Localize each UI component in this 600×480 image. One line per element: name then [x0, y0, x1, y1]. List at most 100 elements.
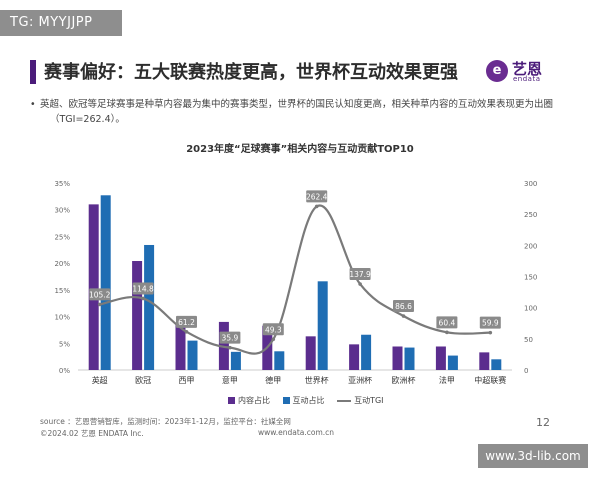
bar-interaction: [100, 195, 111, 370]
bar-content: [435, 346, 446, 370]
y-left-tick-label: 0%: [59, 367, 70, 375]
y-right-tick-label: 250: [524, 211, 537, 219]
y-right-tick-label: 0: [524, 367, 528, 375]
tgi-data-label: 262.4: [306, 192, 328, 201]
tgi-point: [445, 330, 449, 335]
legend-swatch-content: [228, 397, 235, 404]
y-left-tick-label: 20%: [54, 260, 70, 268]
legend-label-tgi: 互动TGI: [354, 396, 384, 405]
bar-interaction: [230, 351, 241, 370]
bar-interaction: [491, 359, 502, 370]
x-tick-label: 德甲: [265, 375, 281, 385]
y-right-tick-label: 50: [524, 336, 533, 344]
tgi-point: [141, 296, 145, 301]
chart-legend: 内容占比 互动占比 互动TGI: [228, 395, 394, 406]
x-tick-label: 法甲: [439, 375, 455, 385]
tgi-data-label: 105.2: [89, 290, 111, 299]
x-tick-label: 意甲: [222, 375, 238, 385]
footer-source: source ：艺恩营销智库，监测时间：2023年1-12月，监控平台：社媒全网: [40, 417, 291, 426]
tgi-data-label: 60.4: [439, 318, 456, 327]
legend-item-content: 内容占比: [228, 395, 270, 406]
tgi-point: [184, 330, 189, 334]
tgi-data-label: 59.9: [482, 319, 499, 328]
watermark-bottom-right: www.3d-lib.com: [478, 444, 588, 468]
page-number: 12: [536, 416, 550, 429]
watermark-top-left: TG: MYYJJPP: [0, 10, 122, 36]
x-tick-label: 西甲: [179, 376, 195, 385]
tgi-label-box: [262, 323, 284, 336]
tgi-line: [99, 204, 491, 355]
tgi-data-label: 114.8: [132, 284, 154, 293]
bar-interaction: [317, 281, 328, 370]
y-right-tick-label: 200: [524, 242, 537, 250]
footer-copyright: ©2024.02 艺恩 ENDATA Inc.: [40, 429, 144, 438]
x-tick-label: 中超联赛: [474, 375, 506, 385]
bar-interaction: [361, 334, 372, 370]
bar-interaction: [144, 244, 155, 370]
tgi-label-box: [132, 282, 154, 295]
bar-interaction: [404, 347, 415, 370]
bar-interaction: [274, 351, 285, 370]
legend-item-tgi: 互动TGI: [337, 395, 384, 406]
title-accent-bar: [30, 60, 36, 84]
bar-interaction: [447, 355, 458, 370]
tgi-point: [97, 302, 102, 307]
tgi-label-box: [219, 331, 241, 344]
y-left-tick-label: 5%: [59, 340, 70, 348]
tgi-data-label: 35.9: [222, 334, 239, 343]
bar-content: [88, 204, 99, 370]
tgi-point: [228, 345, 232, 350]
tgi-data-label: 137.9: [349, 270, 371, 279]
tgi-point: [314, 204, 319, 209]
tgi-label-box: [393, 300, 414, 313]
logo-text-en: endata: [513, 75, 541, 83]
y-left-tick-label: 25%: [54, 233, 70, 241]
tgi-label-box: [306, 190, 328, 203]
tgi-point: [401, 314, 406, 318]
tgi-point: [488, 330, 493, 335]
legend-swatch-tgi: [337, 399, 352, 402]
bar-content: [392, 346, 403, 370]
bar-content: [132, 261, 143, 370]
legend-label-interaction: 互动占比: [292, 396, 325, 405]
legend-item-interaction: 互动占比: [282, 395, 325, 406]
footer: source ：艺恩营销智库，监测时间：2023年1-12月，监控平台：社媒全网…: [40, 416, 291, 440]
legend-swatch-interaction: [282, 397, 290, 404]
endata-logo: e 艺恩 endata: [486, 58, 568, 84]
tgi-data-label: 49.3: [265, 325, 282, 334]
summary-line-1: 英超、欧冠等足球赛事是种草内容最为集中的赛事类型，世界杯的国民认知度更高，相关种…: [40, 99, 554, 110]
tgi-label-box: [436, 316, 458, 329]
footer-url: www.endata.com.cn: [258, 428, 335, 437]
tgi-data-label: 61.2: [178, 318, 195, 327]
tgi-label-box: [349, 268, 371, 281]
y-right-tick-label: 300: [524, 180, 537, 188]
legend-label-content: 内容占比: [238, 396, 270, 405]
x-tick-label: 亚洲杯: [348, 375, 372, 385]
bar-interaction: [187, 340, 198, 370]
y-left-tick-label: 10%: [54, 314, 70, 322]
tgi-data-label: 86.6: [395, 302, 412, 311]
x-tick-label: 世界杯: [305, 375, 329, 385]
logo-mark: e: [486, 60, 508, 82]
y-left-tick-label: 15%: [54, 287, 70, 295]
page-title: 赛事偏好：五大联赛热度更高，世界杯互动效果更强: [44, 62, 458, 83]
y-right-tick-label: 100: [524, 305, 537, 313]
bar-content: [175, 324, 186, 370]
tgi-label-box: [479, 316, 501, 329]
tgi-point: [358, 282, 362, 286]
summary-bullet: • 英超、欧冠等足球赛事是种草内容最为集中的赛事类型，世界杯的国民认知度更高，相…: [30, 97, 560, 127]
x-tick-label: 欧洲杯: [392, 375, 416, 385]
bar-content: [305, 336, 316, 370]
x-tick-label: 欧冠: [135, 375, 151, 385]
bar-content: [349, 344, 360, 370]
y-left-tick-label: 30%: [54, 207, 70, 215]
bullet-dot-icon: •: [30, 99, 36, 110]
chart-title: 2023年度“足球赛事”相关内容与互动贡献TOP10: [186, 144, 414, 155]
x-tick-label: 英超: [92, 375, 108, 385]
summary-line-2: （TGI=262.4）。: [50, 114, 125, 125]
tgi-label-box: [89, 288, 111, 301]
tgi-label-box: [176, 315, 197, 328]
logo-text-cn: 艺恩: [512, 60, 543, 78]
y-right-tick-label: 150: [524, 274, 537, 282]
